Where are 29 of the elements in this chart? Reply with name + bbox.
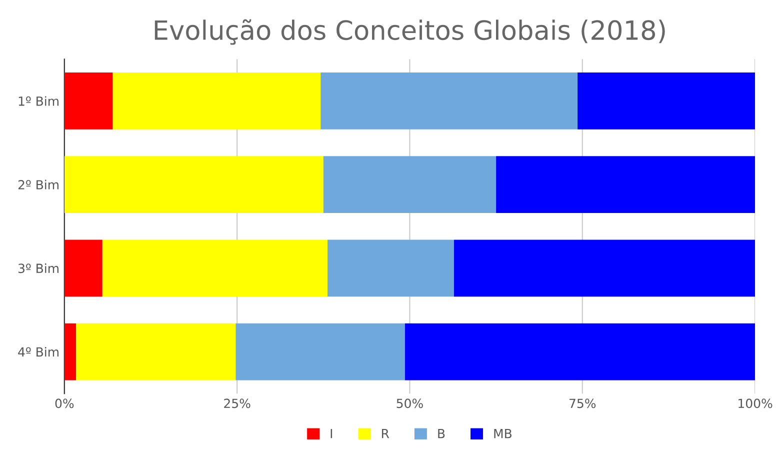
bar [64,240,102,297]
legend-label: I [330,428,332,438]
bar [64,72,113,130]
x-tick-label: 75% [570,398,596,408]
y-tick-label: 2º Bim [18,180,58,190]
bar [496,156,756,213]
bar [454,240,756,297]
bar [320,72,578,130]
x-tick-label: 50% [396,398,423,408]
bar [236,323,405,380]
x-tick-label: 100% [738,398,772,408]
y-tick-label: 4º Bim [18,347,58,357]
x-tick-label: 25% [224,398,250,408]
y-tick-label: 1º Bim [18,96,58,106]
bar [328,240,454,297]
bar [64,323,76,380]
bar [102,240,328,297]
bar [112,72,321,130]
bar [64,156,324,213]
bar [404,323,756,380]
y-tick-label: 3º Bim [18,263,58,274]
bar [76,323,236,380]
bar [578,72,756,130]
legend-label: R [382,428,390,438]
bar [323,156,496,213]
legend-label: B [438,428,445,438]
chart-title: Evolução dos Conceitos Globais (2018) [154,19,665,45]
x-tick-label: 0% [55,398,74,408]
legend-label: MB [494,428,512,438]
